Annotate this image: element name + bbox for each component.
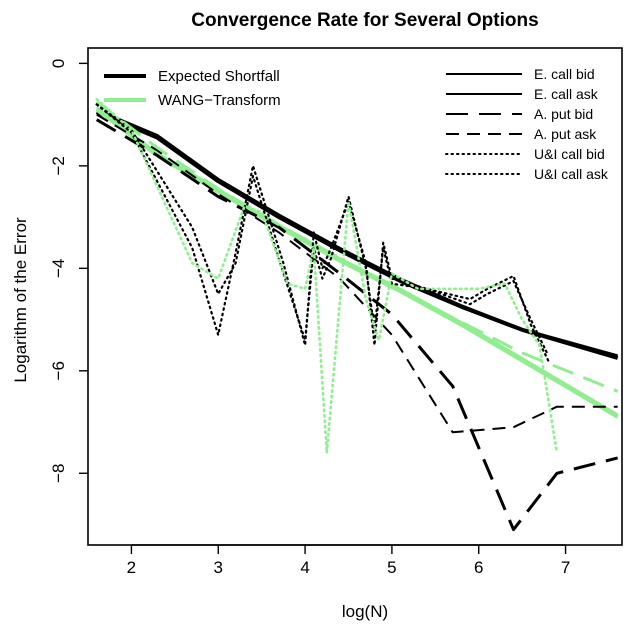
- legend-label: U&I call ask: [534, 166, 609, 182]
- series-line-es_call_bid: [95, 110, 619, 360]
- series-line-wang_call_bid: [95, 107, 619, 419]
- y-tick-label: −6: [49, 361, 68, 380]
- plot-frame: [87, 47, 623, 546]
- series-line-wang_put_bid: [95, 100, 619, 393]
- legend-label: E. call ask: [534, 86, 599, 102]
- x-tick-label: 6: [474, 558, 483, 577]
- x-tick-label: 5: [387, 558, 396, 577]
- series-line-wang_ui_bid: [95, 97, 559, 455]
- legend-label: A. put ask: [534, 126, 597, 142]
- chart-title: Convergence Rate for Several Options: [191, 10, 538, 31]
- series-line-es_put_ask: [96, 113, 618, 434]
- x-axis: 2 3 4 5 6 7: [127, 544, 570, 577]
- x-tick-label: 3: [214, 558, 223, 577]
- y-tick-label: 0: [49, 59, 68, 68]
- y-axis-label: Logarithm of the Error: [11, 217, 30, 383]
- legend-right: E. call bid E. call ask A. put bid A. put a…: [445, 66, 609, 182]
- legend-left: Expected Shortfall WANG−Transform: [104, 68, 281, 109]
- series-line-es_ui_ask: [95, 103, 550, 362]
- x-axis-label: log(N): [342, 602, 388, 621]
- legend-label: A. put bid: [534, 106, 593, 122]
- legend-label: E. call bid: [534, 66, 595, 82]
- legend-label: WANG−Transform: [158, 92, 281, 109]
- series-layer: [95, 97, 619, 532]
- x-tick-label: 7: [561, 558, 570, 577]
- y-axis: 0 −2 −4 −6 −8: [49, 59, 88, 483]
- series-line-es_call_ask: [96, 108, 618, 357]
- y-tick-label: −2: [49, 156, 68, 175]
- y-tick-label: −4: [49, 259, 68, 278]
- x-tick-label: 2: [127, 558, 136, 577]
- y-tick-label: −8: [49, 464, 68, 483]
- legend-label: Expected Shortfall: [158, 68, 280, 85]
- legend-label: U&I call bid: [534, 146, 605, 162]
- series-line-es_put_bid: [95, 118, 619, 532]
- x-tick-label: 4: [300, 558, 309, 577]
